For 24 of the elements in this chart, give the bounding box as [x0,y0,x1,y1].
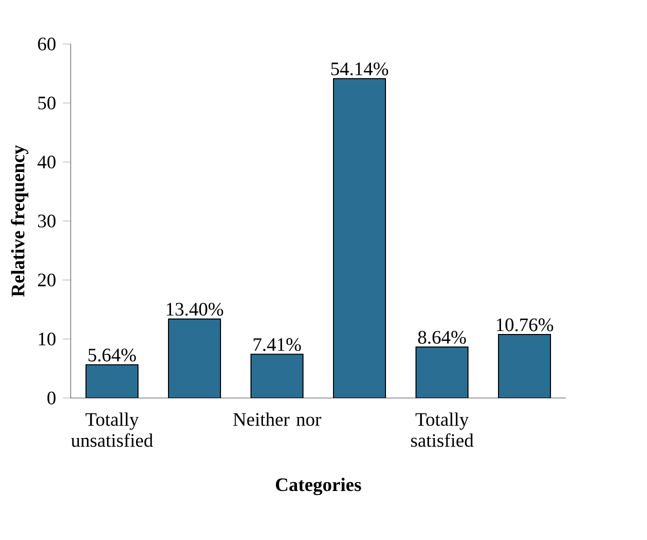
bar [333,78,386,398]
y-tick-label: 20 [38,274,56,286]
y-tick-label: 10 [38,332,56,346]
y-tick-label: 40 [38,156,56,168]
y-tick-label: 50 [38,96,56,110]
y-axis-title: Relative frequency [10,145,28,297]
x-tick-label: Neither nor [233,412,322,426]
bar [250,354,304,398]
data-label: 5.64% [88,348,136,362]
data-label: 13.40% [166,302,224,316]
data-label: 54.14% [331,62,388,76]
bar [168,318,221,398]
y-tick-label: 30 [38,214,56,228]
y-tick-label: 60 [38,38,56,50]
y-tick-label: 0 [47,392,56,404]
x-axis-title: Categories [276,478,362,496]
bar [86,364,138,398]
x-tick-label: Totally unsatisfied [71,412,153,447]
data-label: 7.41% [254,338,301,352]
bar [498,334,551,398]
data-label: 10.76% [496,318,554,332]
data-label: 8.64% [418,330,466,344]
bar [416,346,468,398]
x-tick-label: Totally satisfied [411,412,474,447]
